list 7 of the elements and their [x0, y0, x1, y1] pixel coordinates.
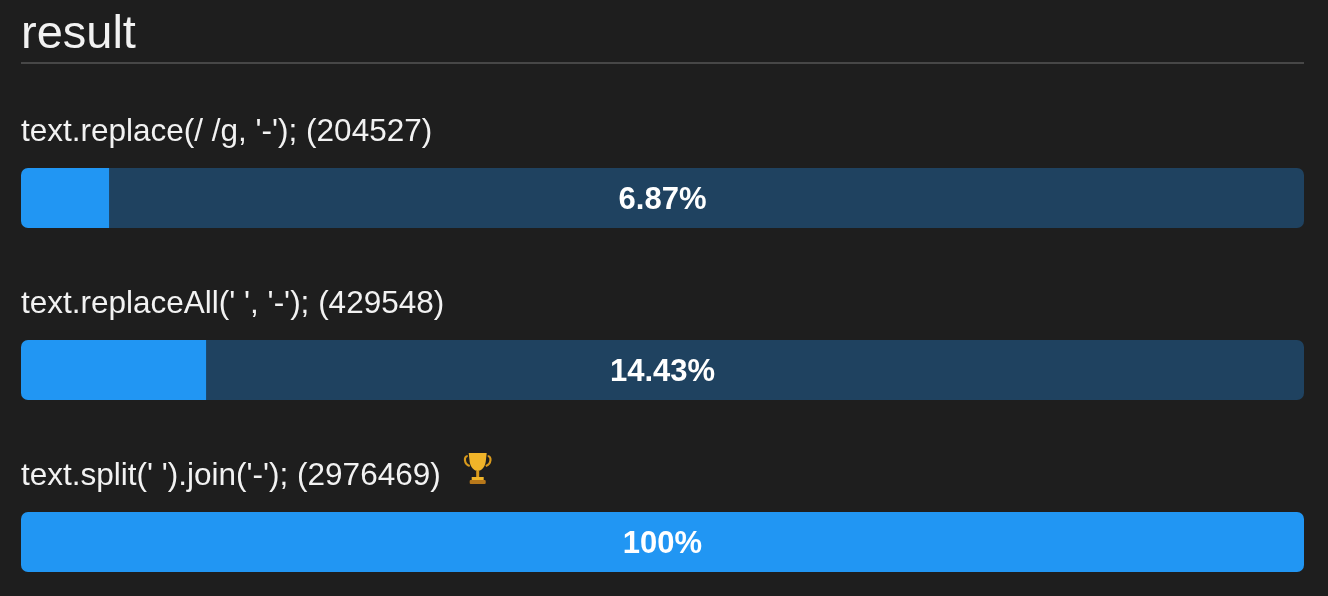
data-label: 6.87% [618, 181, 707, 217]
y-tick-label: text.replaceAll(' ', '-'); (429548) [21, 284, 445, 320]
data-label: 14.43% [609, 353, 716, 389]
chart-title: result [21, 5, 136, 58]
y-tick-label: text.split(' ').join('-'); (2976469) [21, 456, 441, 492]
y-tick-label: text.replace(/ /g, '-'); (204527) [21, 112, 433, 148]
data-label: 100% [622, 525, 703, 561]
